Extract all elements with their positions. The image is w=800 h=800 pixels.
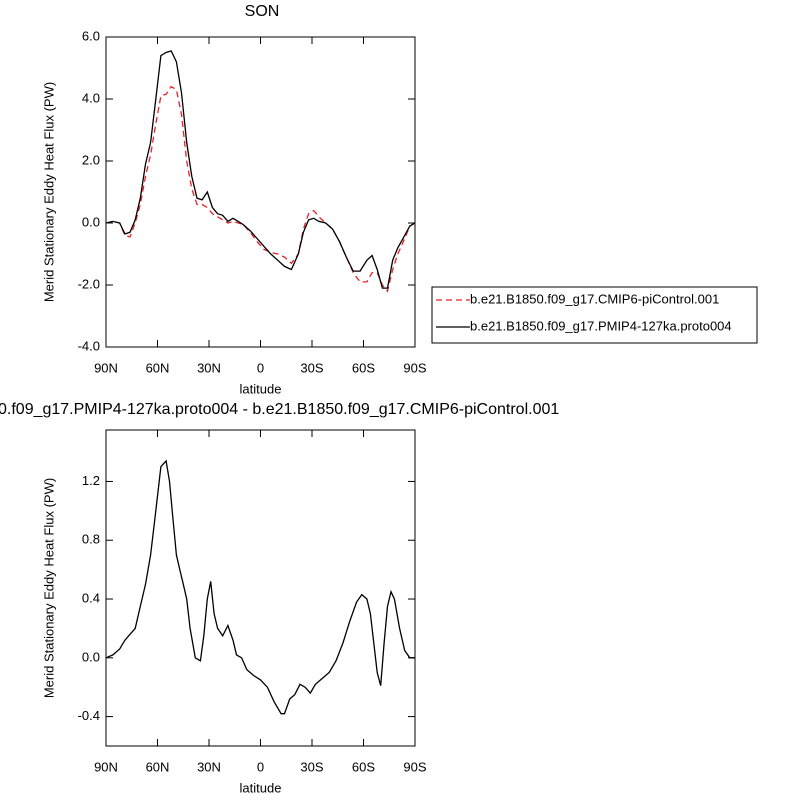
chart-title: SON — [245, 3, 280, 20]
chart-title: 0.f09_g17.PMIP4-127ka.proto004 - b.e21.B… — [0, 401, 559, 418]
x-tick-label: 90S — [403, 360, 426, 375]
x-tick-label: 60S — [352, 759, 375, 774]
x-tick-label: 90N — [94, 360, 118, 375]
y-tick-label: 0.8 — [82, 532, 100, 547]
legend-box — [431, 286, 758, 344]
y-tick-label: 1.2 — [82, 473, 100, 488]
x-tick-label: 0 — [257, 759, 264, 774]
y-tick-label: -2.0 — [78, 276, 100, 291]
y-tick-label: 0.0 — [82, 649, 100, 664]
x-tick-label: 30N — [197, 759, 221, 774]
x-tick-label: 30N — [197, 360, 221, 375]
y-tick-label: 0.4 — [82, 590, 100, 605]
legend-label: b.e21.B1850.f09_g17.PMIP4-127ka.proto004 — [470, 318, 732, 333]
x-tick-label: 60S — [352, 360, 375, 375]
x-tick-label: 60N — [146, 759, 170, 774]
y-axis-label: Merid Stationary Eddy Heat Flux (PW) — [41, 82, 56, 302]
data-line — [105, 50, 416, 289]
x-tick-label: 0 — [257, 360, 264, 375]
x-tick-label: 90S — [403, 759, 426, 774]
legend-label: b.e21.B1850.f09_g17.CMIP6-piControl.001 — [470, 291, 719, 306]
y-tick-label: 2.0 — [82, 152, 100, 167]
x-axis-label: latitude — [240, 381, 282, 396]
y-tick-label: 6.0 — [82, 28, 100, 43]
plot-frame — [105, 429, 416, 747]
x-tick-label: 30S — [300, 759, 323, 774]
y-tick-label: 0.0 — [82, 214, 100, 229]
data-line — [105, 85, 416, 293]
x-tick-label: 30S — [300, 360, 323, 375]
y-tick-label: -4.0 — [78, 338, 100, 353]
y-axis-label: Merid Stationary Eddy Heat Flux (PW) — [41, 478, 56, 698]
x-tick-label: 90N — [94, 759, 118, 774]
y-tick-label: 4.0 — [82, 90, 100, 105]
data-line — [105, 459, 415, 715]
x-axis-label: latitude — [240, 780, 282, 795]
plot-frame — [105, 36, 416, 348]
y-tick-label: -0.4 — [78, 708, 100, 723]
x-tick-label: 60N — [146, 360, 170, 375]
